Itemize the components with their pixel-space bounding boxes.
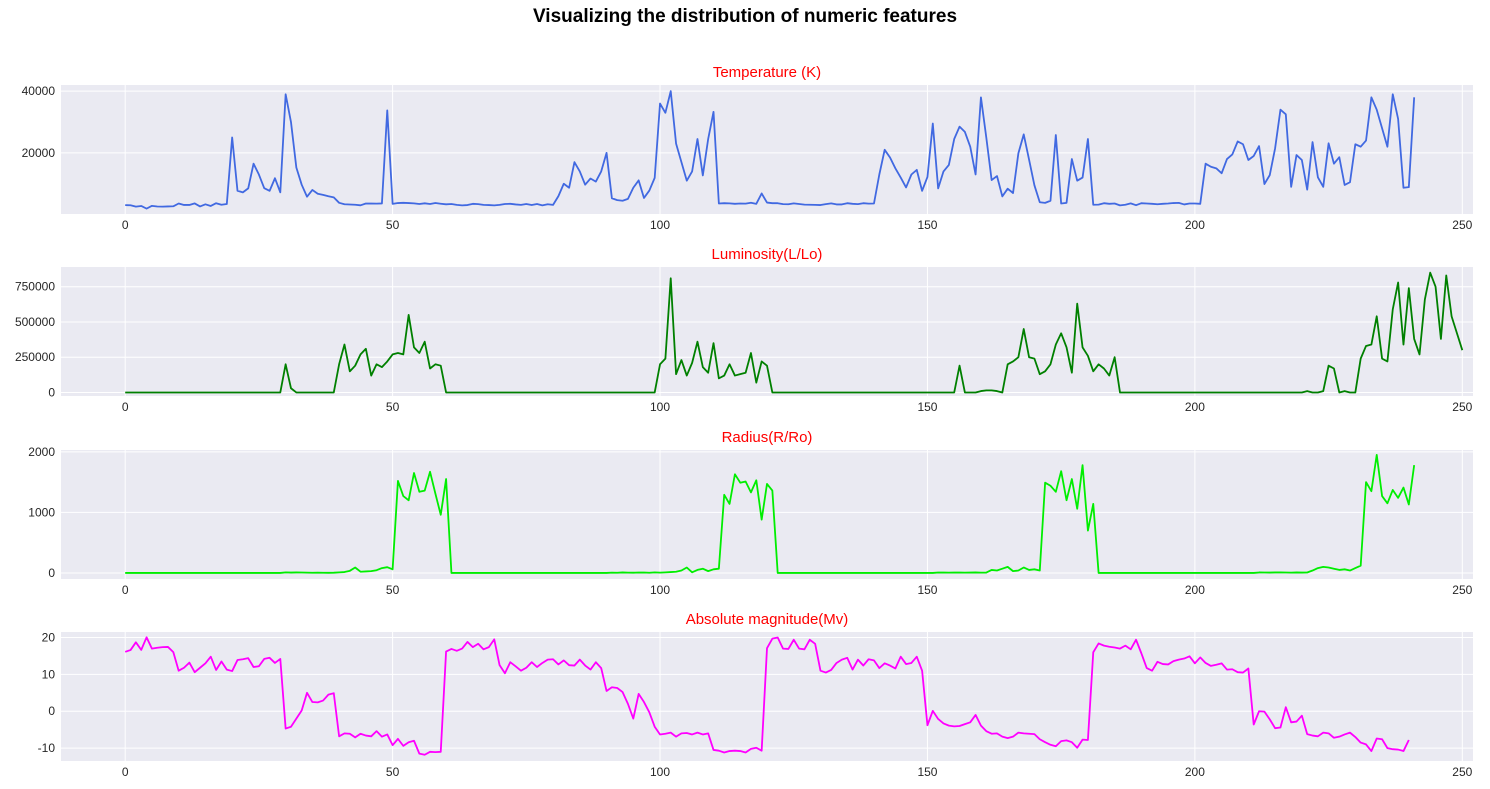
x-tick-label: 200 [1185,765,1205,779]
x-tick-label: 100 [650,218,670,232]
plot-background [61,267,1473,396]
y-tick-label: 20 [42,631,56,645]
x-tick-label: 0 [122,218,129,232]
x-tick-label: 150 [917,400,937,414]
subplot-title: Luminosity(L/Lo) [712,246,823,263]
x-tick-label: 50 [386,218,400,232]
x-tick-label: 250 [1452,765,1472,779]
y-tick-label: 750000 [15,280,55,294]
y-tick-label: 2000 [28,445,55,459]
x-tick-label: 250 [1452,218,1472,232]
x-tick-label: 100 [650,400,670,414]
x-tick-label: 150 [917,765,937,779]
y-tick-label: 500000 [15,315,55,329]
x-tick-label: 50 [386,400,400,414]
x-tick-label: 200 [1185,583,1205,597]
y-tick-label: 1000 [28,505,55,519]
y-tick-label: 0 [48,704,55,718]
x-tick-label: 150 [917,583,937,597]
subplot-title: Radius(R/Ro) [722,429,813,446]
x-tick-label: 100 [650,765,670,779]
x-tick-label: 250 [1452,583,1472,597]
series-line [125,453,1416,574]
x-tick-label: 0 [122,400,129,414]
subplot-title: Temperature (K) [713,64,821,81]
series-line [125,90,1416,210]
subplot-1: 0 50 100 150 200 250 20000 40000 Temperature (K) [22,64,1473,232]
plot-background [61,450,1473,579]
series-line [124,636,1410,756]
y-tick-label: -10 [38,741,56,755]
x-tick-label: 200 [1185,218,1205,232]
subplot-title: Absolute magnitude(Mv) [686,611,849,628]
plot-background [61,85,1473,214]
y-tick-label: 10 [42,667,56,681]
y-tick-label: 0 [48,385,55,399]
y-tick-label: 0 [48,566,55,580]
x-tick-label: 0 [122,583,129,597]
y-tick-label: 40000 [22,84,56,98]
subplot-4: 0 50 100 150 200 250 -10 0 10 20 Absolute magnitud… [38,611,1473,779]
x-tick-label: 250 [1452,400,1472,414]
x-tick-label: 200 [1185,400,1205,414]
series-line [125,271,1464,394]
y-tick-label: 250000 [15,350,55,364]
figure-title: Visualizing the distribution of numeric … [532,6,958,27]
x-tick-label: 50 [386,583,400,597]
y-tick-label: 20000 [22,146,56,160]
x-tick-label: 50 [386,765,400,779]
subplot-3: 0 50 100 150 200 250 0 1000 2000 Radius(R/Ro) [28,429,1473,597]
x-tick-label: 100 [650,583,670,597]
x-tick-label: 150 [917,218,937,232]
subplot-2: 0 50 100 150 200 250 0 250000 500000 750000 Lumino… [15,246,1473,414]
x-tick-label: 0 [122,765,129,779]
